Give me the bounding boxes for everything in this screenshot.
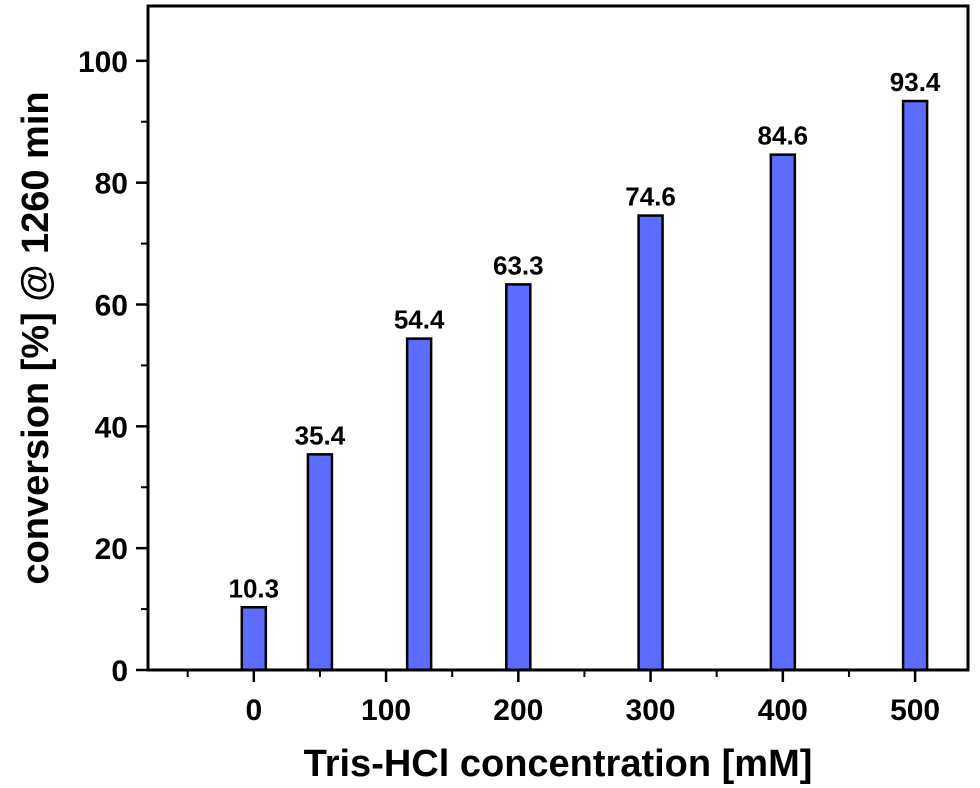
x-tick-label: 400 [758, 694, 808, 727]
data-label-5: 84.6 [758, 121, 809, 151]
plot-frame [146, 4, 970, 672]
y-tick-label: 100 [78, 46, 128, 79]
y-tick-label: 20 [95, 533, 128, 566]
data-label-3: 63.3 [493, 250, 544, 280]
bar-5 [769, 153, 797, 672]
data-labels-group: 10.3 35.4 54.4 63.3 74.6 84.6 93.4 [229, 67, 941, 603]
x-tick-label: 200 [493, 694, 543, 727]
data-label-1: 35.4 [295, 420, 346, 450]
x-tick-label: 300 [626, 694, 676, 727]
y-axis-title: conversion [%] @ 1260 min [15, 91, 57, 584]
bars-group [240, 99, 929, 672]
bar-6 [901, 99, 929, 672]
data-label-0: 10.3 [229, 573, 280, 603]
bar-2 [405, 337, 433, 672]
data-label-6: 93.4 [890, 67, 941, 97]
y-tick-label: 60 [95, 289, 128, 322]
x-tick-label: 500 [890, 694, 940, 727]
data-label-2: 54.4 [394, 305, 445, 335]
x-tick-label: 0 [245, 694, 262, 727]
tick-labels-group: 0 20 40 60 80 100 0 100 200 300 400 500 [78, 46, 940, 727]
axis-ticks [136, 59, 917, 682]
y-tick-label: 80 [95, 168, 128, 201]
bar-3 [505, 283, 532, 672]
x-axis-title: Tris-HCl concentration [mM] [304, 743, 813, 785]
bar-1 [306, 453, 334, 672]
y-tick-label: 40 [95, 411, 128, 444]
bar-0 [240, 606, 268, 672]
data-label-4: 74.6 [625, 182, 676, 212]
x-tick-label: 100 [361, 694, 411, 727]
y-tick-label: 0 [111, 655, 128, 688]
bar-4 [637, 214, 664, 672]
